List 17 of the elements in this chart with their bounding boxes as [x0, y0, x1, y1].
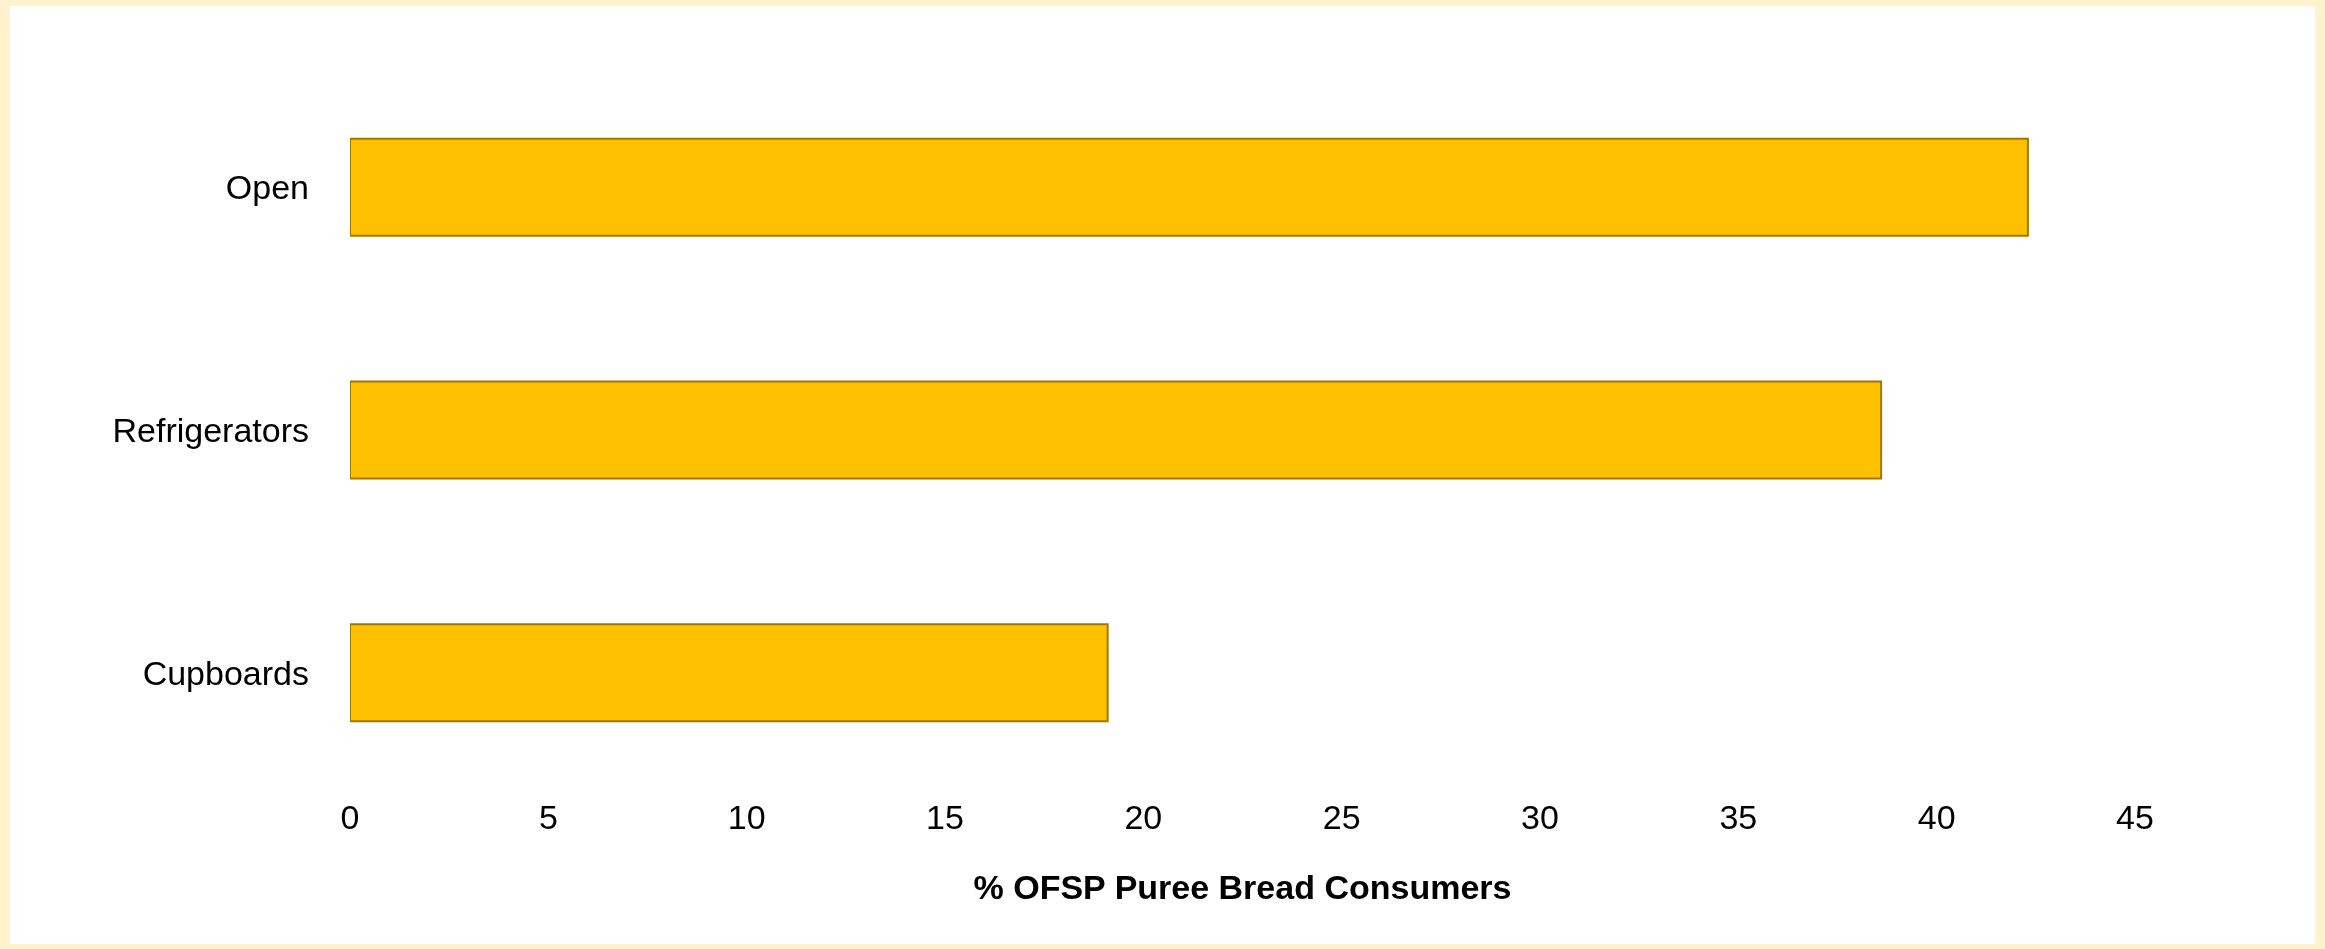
bar — [350, 380, 1883, 480]
x-tick-label: 30 — [1521, 798, 1559, 836]
x-tick-label: 10 — [727, 798, 766, 836]
x-tick-label: 45 — [2116, 798, 2154, 836]
y-tick-label: Open — [225, 168, 309, 207]
x-tick-label: 5 — [538, 798, 558, 836]
x-tick-label: 25 — [1322, 798, 1361, 836]
x-tick-label: 15 — [926, 798, 964, 836]
x-tick-label: 20 — [1124, 798, 1163, 836]
bar — [350, 623, 1109, 723]
x-tick-label: 40 — [1917, 798, 1956, 836]
y-tick-label: Cupboards — [142, 653, 309, 692]
x-tick-label: 0 — [340, 798, 360, 836]
x-axis-title: % OFSP Puree Bread Consumers — [973, 868, 1512, 907]
y-tick-label: Refrigerators — [112, 410, 309, 449]
bar — [350, 137, 2029, 237]
x-tick-label: 35 — [1719, 798, 1758, 836]
